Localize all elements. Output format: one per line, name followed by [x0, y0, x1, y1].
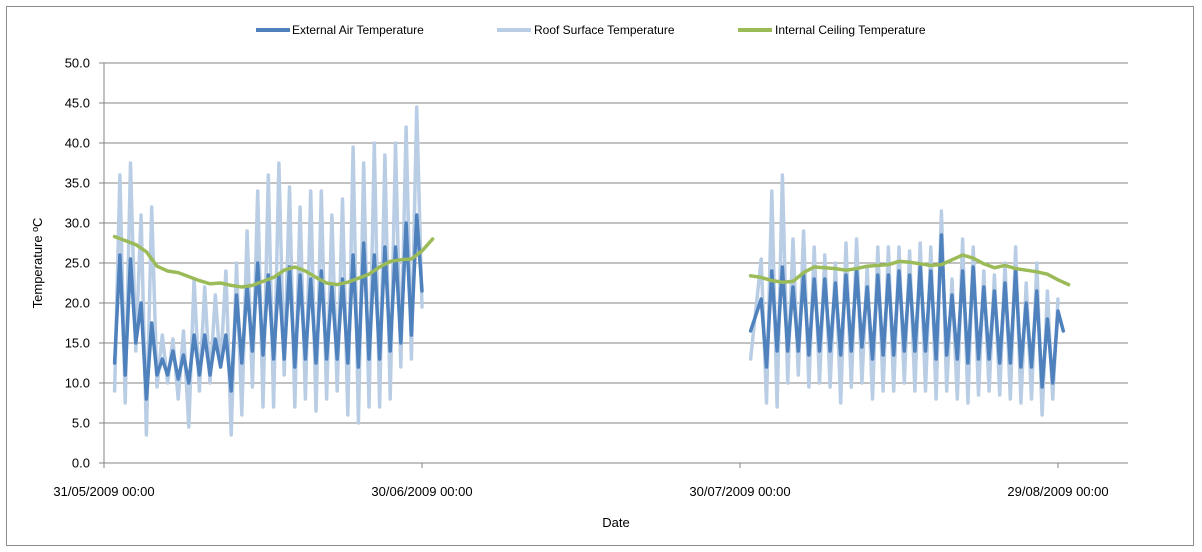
legend-label-external-air: External Air Temperature: [292, 23, 424, 37]
y-tick-label: 50.0: [65, 56, 90, 71]
y-tick-label: 10.0: [65, 376, 90, 391]
y-tick-label: 35.0: [65, 176, 90, 191]
y-tick-label: 20.0: [65, 296, 90, 311]
legend-label-internal-ceiling: Internal Ceiling Temperature: [775, 23, 926, 37]
series-lines: [112, 105, 1071, 437]
x-tick-label: 29/08/2009 00:00: [1007, 484, 1108, 499]
series-line-external-air-temperature: [112, 213, 424, 401]
series-line-internal-ceiling-temperature: [112, 234, 435, 289]
y-tick-label: 0.0: [72, 456, 90, 471]
x-tick-label: 31/05/2009 00:00: [53, 484, 154, 499]
legend-label-roof-surface: Roof Surface Temperature: [534, 23, 675, 37]
legend: External Air Temperature Roof Surface Te…: [256, 23, 926, 37]
x-tick-labels: 31/05/2009 00:00 30/06/2009 00:00 30/07/20…: [53, 484, 1108, 499]
y-tick-label: 15.0: [65, 336, 90, 351]
y-axis-title: Temperature ºC: [30, 218, 45, 309]
y-tick-label: 25.0: [65, 256, 90, 271]
x-axis-title: Date: [602, 515, 629, 530]
x-tick-label: 30/07/2009 00:00: [689, 484, 790, 499]
series-line-internal-ceiling-temperature: [748, 253, 1071, 287]
y-tick-label: 40.0: [65, 136, 90, 151]
x-tick-label: 30/06/2009 00:00: [371, 484, 472, 499]
y-tick-label: 45.0: [65, 96, 90, 111]
y-tick-label: 5.0: [72, 416, 90, 431]
y-tick-labels: 0.0 5.0 10.0 15.0 20.0 25.0 30.0 35.0 40.0 45.0 50…: [65, 56, 90, 471]
series-line-roof-surface-temperature: [748, 173, 1060, 417]
axes: [103, 63, 1128, 464]
y-tick-label: 30.0: [65, 216, 90, 231]
series-line-external-air-temperature: [748, 233, 1066, 389]
